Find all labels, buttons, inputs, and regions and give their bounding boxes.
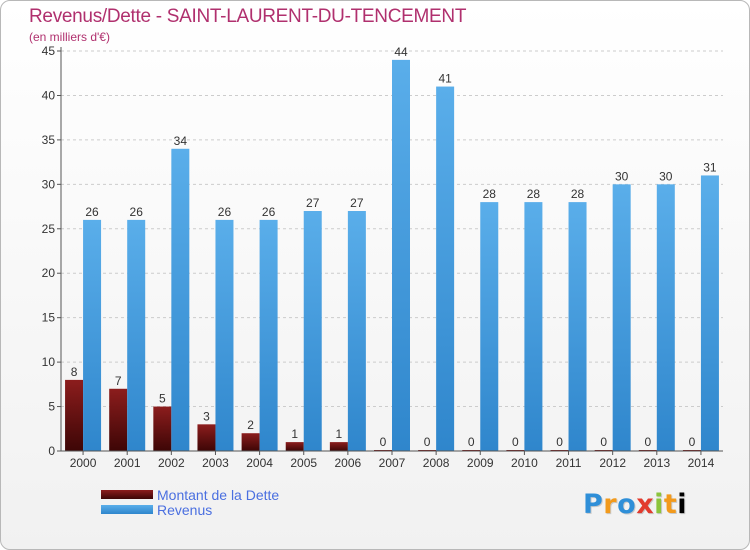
x-tick-label: 2002 <box>158 456 185 470</box>
bar-revenue <box>700 175 719 451</box>
data-label-debt: 1 <box>336 427 343 441</box>
data-label-revenue: 26 <box>218 205 232 219</box>
bar-debt <box>153 406 172 451</box>
data-label-revenue: 28 <box>527 187 541 201</box>
data-label-debt: 7 <box>115 374 122 388</box>
data-label-debt: 0 <box>556 435 563 449</box>
bar-revenue <box>568 202 587 451</box>
bar-revenue <box>612 184 631 452</box>
x-tick-label: 2011 <box>556 456 582 470</box>
proxiti-logo: Proxiti <box>583 489 688 520</box>
data-label-revenue: 30 <box>615 169 629 183</box>
axes <box>60 47 723 452</box>
data-labels: 8 26 7 26 5 34 3 26 2 26 1 27 1 27 0 44 0 41 0 28 0 28 0 28 0 30 0… <box>71 45 717 449</box>
legend-item-debt: Montant de la Dette <box>101 486 280 503</box>
legend-label-debt: Montant de la Dette <box>157 486 280 503</box>
data-label-revenue: 26 <box>130 205 144 219</box>
bar-revenue <box>127 219 146 451</box>
bar-revenue <box>347 211 366 451</box>
bar-debt <box>65 379 84 451</box>
y-tick-label: 5 <box>48 400 55 414</box>
bar-revenue <box>656 184 675 452</box>
x-tick-label: 2008 <box>423 456 450 470</box>
bar-revenue <box>524 202 543 451</box>
data-label-debt: 0 <box>512 435 519 449</box>
x-tick-label: 2007 <box>379 456 406 470</box>
data-label-debt: 0 <box>424 435 431 449</box>
data-label-debt: 1 <box>291 427 298 441</box>
data-label-revenue: 28 <box>571 187 585 201</box>
data-label-revenue: 26 <box>85 205 99 219</box>
data-label-debt: 0 <box>600 435 607 449</box>
bar-revenue <box>83 219 102 451</box>
bar-revenue <box>303 211 322 451</box>
x-tick-label: 2001 <box>114 456 141 470</box>
x-tick-label: 2006 <box>335 456 362 470</box>
x-tick-label: 2004 <box>246 456 273 470</box>
bar-debt <box>329 442 348 451</box>
legend-item-revenue: Revenus <box>101 501 279 518</box>
x-tick-label: 2014 <box>688 456 715 470</box>
chart-title: Revenus/Dette - SAINT-LAURENT-DU-TENCEME… <box>29 6 467 27</box>
x-tick-label: 2000 <box>70 456 97 470</box>
x-tick-label: 2005 <box>290 456 317 470</box>
y-tick-label: 15 <box>42 311 56 325</box>
data-label-revenue: 44 <box>394 45 408 59</box>
y-tick-label: 40 <box>42 88 56 102</box>
data-label-debt: 0 <box>644 435 651 449</box>
bar-debt <box>109 388 128 451</box>
bar-revenue <box>259 219 278 451</box>
bar-revenue <box>171 148 190 451</box>
legend-swatch-revenue <box>101 505 153 514</box>
bar-revenue <box>480 202 499 451</box>
y-tick-label: 30 <box>42 177 56 191</box>
x-tick-label: 2010 <box>511 456 538 470</box>
data-label-revenue: 41 <box>438 72 452 86</box>
x-tick-label: 2013 <box>643 456 670 470</box>
data-label-revenue: 34 <box>174 134 188 148</box>
data-label-debt: 0 <box>380 435 387 449</box>
bar-debt <box>197 424 216 451</box>
bar-revenue <box>392 59 410 452</box>
x-tick-label: 2009 <box>467 456 494 470</box>
data-label-debt: 2 <box>247 418 254 432</box>
data-label-revenue: 26 <box>262 205 276 219</box>
legend: Montant de la Dette Revenus <box>101 486 280 518</box>
bar-revenue <box>215 219 234 451</box>
legend-swatch-debt <box>101 490 153 499</box>
data-label-debt: 3 <box>203 409 210 423</box>
y-tick-label: 0 <box>48 444 55 458</box>
legend-label-revenue: Revenus <box>157 501 213 518</box>
data-label-revenue: 27 <box>350 196 364 210</box>
x-axis-ticks: 2000 2001 2002 2003 2004 2005 2006 2007 2008 2009… <box>70 451 715 470</box>
bar-debt <box>285 442 304 451</box>
bar-debt <box>241 433 260 451</box>
y-tick-label: 25 <box>42 222 56 236</box>
data-label-revenue: 27 <box>306 196 320 210</box>
data-label-revenue: 28 <box>483 187 497 201</box>
y-axis-ticks: 0 5 10 15 20 25 30 35 40 45 <box>42 44 61 458</box>
data-label-debt: 8 <box>71 365 78 379</box>
y-tick-label: 35 <box>42 133 56 147</box>
data-label-debt: 5 <box>159 392 166 406</box>
chart-subtitle: (en milliers d'€) <box>29 30 110 44</box>
data-label-debt: 0 <box>689 435 696 449</box>
data-label-revenue: 30 <box>659 169 673 183</box>
y-tick-label: 20 <box>42 266 56 280</box>
y-tick-label: 45 <box>42 44 56 58</box>
x-tick-label: 2012 <box>599 456 626 470</box>
y-tick-label: 10 <box>42 355 56 369</box>
data-label-debt: 0 <box>468 435 475 449</box>
bar-revenue <box>436 86 455 452</box>
data-label-revenue: 31 <box>703 160 717 174</box>
bars <box>65 59 719 452</box>
x-tick-label: 2003 <box>202 456 229 470</box>
